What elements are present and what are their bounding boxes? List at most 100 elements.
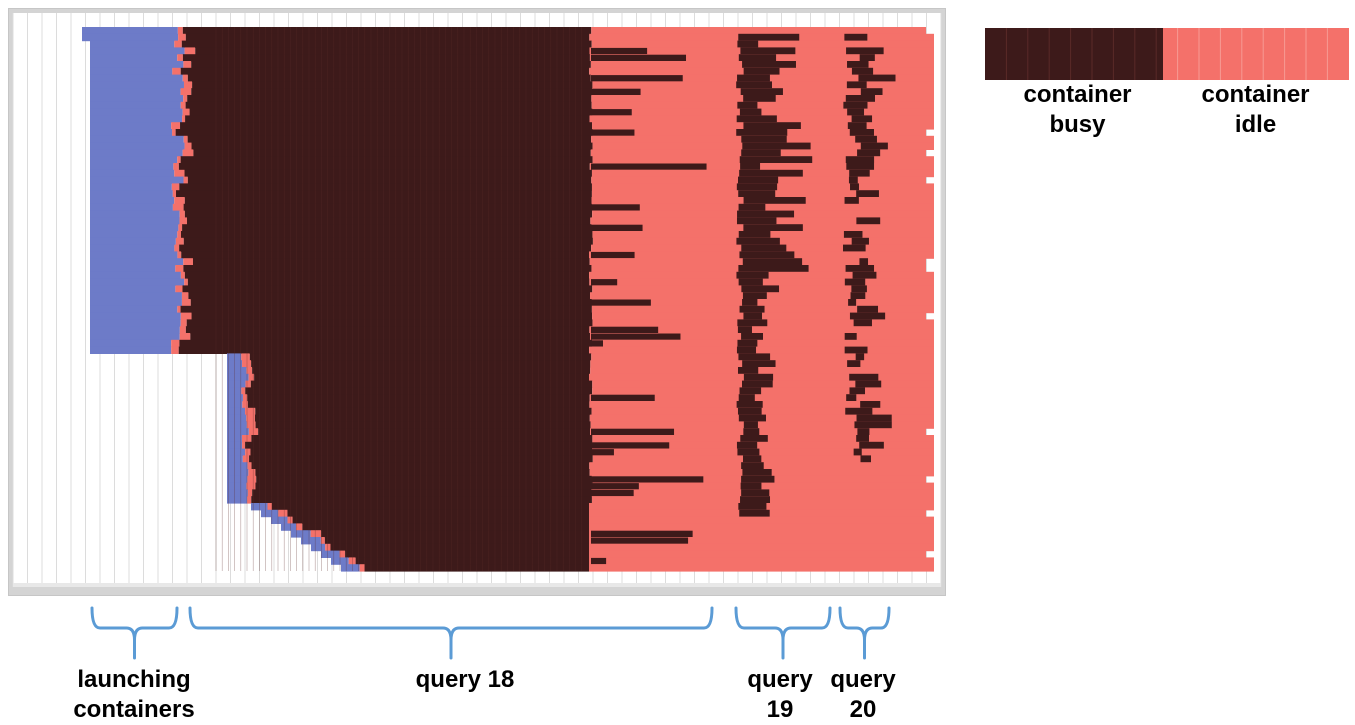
idle-bar (184, 47, 196, 55)
launching-bar (90, 74, 183, 82)
phase-label-query-18: query 18 (415, 666, 515, 693)
idle-bar (592, 387, 934, 395)
busy-bar (740, 47, 796, 55)
busy-bar (192, 81, 593, 89)
busy-bar (271, 503, 589, 511)
launching-bar (90, 217, 180, 225)
launching-bar (90, 237, 176, 246)
busy-bar (853, 319, 872, 327)
busy-bar (845, 407, 873, 416)
idle-bar (184, 278, 188, 286)
busy-bar (251, 360, 591, 368)
busy-bar (185, 33, 590, 42)
busy-bar (179, 244, 592, 252)
launching-bar (90, 312, 181, 320)
launching-bar (227, 489, 248, 497)
busy-bar (860, 455, 871, 463)
busy-bar (844, 278, 866, 286)
idle-bar (174, 169, 185, 178)
timeline-chart-frame (8, 8, 946, 596)
launching-bar (90, 224, 179, 232)
busy-bar (846, 163, 875, 171)
idle-bar (180, 101, 186, 110)
busy-bar (255, 469, 590, 477)
busy-bar (179, 183, 592, 191)
busy-bar (591, 442, 670, 449)
idle-bar (174, 40, 182, 48)
launching-bar (227, 394, 243, 402)
launching-bar (90, 305, 178, 314)
busy-bar (740, 496, 771, 504)
busy-bar (182, 285, 593, 293)
idle-bar (178, 33, 186, 42)
busy-bar (743, 95, 776, 103)
launching-bar (90, 231, 178, 239)
idle-bar (173, 163, 179, 171)
busy-bar (250, 380, 593, 388)
busy-bar (741, 135, 787, 144)
busy-bar (742, 380, 773, 388)
busy-bar (191, 142, 593, 150)
launching-bar (271, 516, 288, 524)
launching-bar (90, 333, 180, 341)
launching-bar (90, 108, 183, 116)
busy-bar (740, 88, 783, 96)
launching-bar (227, 387, 242, 395)
launching-bar (261, 509, 279, 518)
busy-bar (186, 319, 593, 327)
timeline-chart (12, 13, 942, 587)
idle-bar (589, 530, 934, 538)
busy-bar (180, 156, 593, 164)
busy-bar (846, 81, 867, 89)
idle-bar (246, 421, 256, 429)
idle-bar (183, 258, 193, 266)
idle-bar (591, 407, 934, 416)
busy-bar (591, 557, 607, 565)
busy-bar (181, 251, 590, 259)
launching-bar (90, 61, 184, 69)
busy-bar (849, 169, 870, 178)
busy-bar (292, 516, 589, 524)
busy-bar (187, 95, 592, 103)
busy-bar (743, 312, 763, 320)
idle-bar (242, 455, 250, 463)
legend-swatch-bar (985, 28, 1349, 80)
busy-bar (183, 237, 593, 246)
busy-bar (739, 169, 803, 178)
launching-bar (90, 210, 180, 218)
idle-bar (175, 237, 184, 246)
launching-bar (90, 40, 175, 48)
busy-bar (185, 326, 590, 334)
busy-bar (846, 394, 857, 402)
idle-bar (171, 339, 180, 348)
busy-bar (302, 523, 589, 531)
busy-bar (591, 75, 683, 82)
busy-bar (855, 380, 882, 388)
busy-bar (857, 428, 870, 436)
busy-bar (184, 210, 593, 218)
brace-query-18 (188, 606, 714, 660)
idle-bar (592, 108, 934, 116)
idle-bar (589, 543, 934, 552)
busy-bar (591, 129, 635, 136)
busy-bar (741, 489, 770, 497)
idle-bar (245, 448, 251, 456)
idle-bar (310, 530, 322, 538)
idle-bar (248, 428, 259, 436)
idle-bar (177, 156, 181, 164)
phase-label-query-19: query 19 (747, 666, 813, 723)
busy-bar (364, 564, 589, 572)
busy-bar (255, 407, 592, 416)
busy-bar (591, 88, 641, 95)
idle-bar (348, 557, 356, 565)
idle-bar (181, 299, 191, 307)
busy-bar (742, 360, 776, 368)
busy-bar (192, 258, 590, 266)
busy-bar (743, 67, 780, 76)
idle-bar (248, 469, 256, 477)
idle-bar (591, 339, 934, 348)
busy-bar (736, 441, 758, 450)
busy-bar (591, 537, 689, 544)
launching-bar (90, 122, 172, 130)
idle-bar (242, 441, 246, 450)
